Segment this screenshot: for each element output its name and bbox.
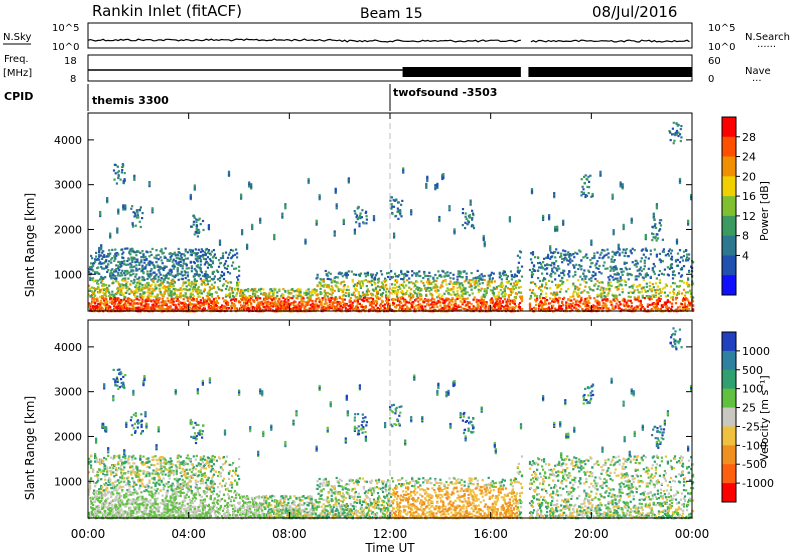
ytick-label: 1000 [54, 268, 82, 281]
velocity-yticks: 1000 2000 3000 4000 [54, 341, 692, 488]
colorbar-swatch [722, 215, 736, 237]
colorbar-swatch [722, 136, 736, 158]
cpid-strip: CPID themis 3300 twofsound -3503 [4, 84, 497, 111]
power-colorbar: 28 24 20 16 12 8 4 [721, 116, 756, 296]
colorbar-tick-label: -25 [742, 420, 760, 433]
colorbar-tick-label: 16 [742, 190, 756, 203]
xtick-label: 00:00 [71, 527, 106, 541]
freq-strip: Freq. [MHz] 18 8 60 0 Nave ··· [3, 54, 771, 87]
freq-tick-bottom: 8 [70, 74, 76, 85]
colorbar-tick-label: 8 [742, 230, 749, 243]
velocity-colorbar: 1000 500 100 25 -25 -100 -500 -1000 [721, 331, 774, 503]
velocity-colorbar-label: Velocity [m s⁻¹] [758, 375, 771, 460]
colorbar-swatch [722, 156, 736, 177]
ytick-label: 4000 [54, 134, 82, 147]
xtick-label: 04:00 [171, 527, 206, 541]
nsky-trace [87, 38, 690, 43]
nave-tick-top: 60 [708, 56, 721, 67]
colorbar-swatch [722, 196, 736, 217]
colorbar-tick-label: 12 [742, 210, 756, 223]
power-yticks: 1000 2000 3000 4000 [54, 134, 692, 281]
nsky-strip: N.Sky 10^5 10^0 10^5 10^0 N.Search ·····… [3, 22, 790, 53]
colorbar-swatch [722, 275, 736, 296]
colorbar-tick-label: 4 [742, 249, 749, 262]
nave-label: Nave [745, 66, 771, 77]
cpid-label: CPID [4, 90, 33, 103]
colorbar-swatch [722, 388, 736, 409]
colorbar-swatch [722, 407, 736, 427]
nsearch-tick-bottom: 10^0 [708, 42, 735, 53]
nsearch-tick-top: 10^5 [708, 23, 735, 34]
colorbar-swatch [722, 464, 736, 484]
ytick-label: 1000 [54, 475, 82, 488]
beam-label: Beam 15 [360, 6, 423, 22]
colorbar-tick-label: -100 [742, 439, 767, 452]
freq-trace [88, 67, 692, 77]
cpid-mode-1: themis 3300 [92, 94, 169, 107]
cpid-mode-2: twofsound -3503 [393, 86, 497, 99]
xtick-label: 08:00 [272, 527, 307, 541]
power-ylabel: Slant Range [km] [23, 193, 37, 297]
colorbar-tick-label: 1000 [742, 345, 770, 358]
colorbar-tick-label: 25 [742, 402, 756, 415]
ytick-label: 2000 [54, 223, 82, 236]
power-data [88, 113, 695, 313]
nsky-tick-bottom: 10^0 [52, 42, 79, 53]
power-colorbar-label: Power [dB] [758, 181, 771, 241]
colorbar-swatch [722, 255, 736, 276]
freq-tick-top: 18 [64, 56, 77, 67]
svg-text:···: ··· [752, 76, 762, 87]
colorbar-tick-label: -1000 [742, 477, 774, 490]
freq-label: Freq. [4, 54, 29, 65]
colorbar-swatch [722, 445, 736, 465]
nsky-tick-top: 10^5 [52, 23, 79, 34]
colorbar-swatch [722, 369, 736, 390]
time-axis: 00:00 04:00 08:00 12:00 16:00 20:00 00:00 [71, 113, 710, 541]
ytick-label: 2000 [54, 430, 82, 443]
power-panel: Slant Range [km] 1000 2000 3000 4000 28 24 20… [23, 112, 771, 313]
xtick-label: 00:00 [675, 527, 710, 541]
nsearch-label: N.Search [745, 32, 790, 43]
colorbar-tick-label: 28 [742, 131, 756, 144]
colorbar-swatch [722, 176, 736, 197]
colorbar-swatch [722, 332, 736, 352]
colorbar-swatch [722, 426, 736, 446]
ytick-label: 4000 [54, 341, 82, 354]
colorbar-swatch [722, 235, 736, 256]
ytick-label: 3000 [54, 179, 82, 192]
xtick-label: 20:00 [574, 527, 609, 541]
nsky-label: N.Sky [3, 32, 31, 43]
colorbar-tick-label: 100 [742, 383, 763, 396]
nave-tick-bottom: 0 [708, 74, 714, 85]
colorbar-swatch [722, 350, 736, 371]
colorbar-tick-label: 24 [742, 151, 756, 164]
velocity-panel: Slant Range [km] 1000 2000 3000 4000 1000 50… [23, 319, 774, 520]
svg-text:······: ······ [757, 42, 776, 53]
colorbar-swatch [722, 117, 736, 138]
date-label: 08/Jul/2016 [592, 3, 677, 21]
xtick-label: 16:00 [473, 527, 508, 541]
station-title: Rankin Inlet (fitACF) [92, 2, 242, 20]
colorbar-tick-label: -500 [742, 458, 767, 471]
colorbar-swatch [722, 483, 736, 503]
colorbar-tick-label: 20 [742, 170, 756, 183]
xtick-label: 12:00 [373, 527, 408, 541]
ytick-label: 3000 [54, 386, 82, 399]
time-axis-label: Time UT [364, 541, 415, 554]
freq-unit-label: [MHz] [3, 68, 32, 79]
colorbar-tick-label: 500 [742, 364, 763, 377]
velocity-ylabel: Slant Range [km] [23, 396, 37, 500]
